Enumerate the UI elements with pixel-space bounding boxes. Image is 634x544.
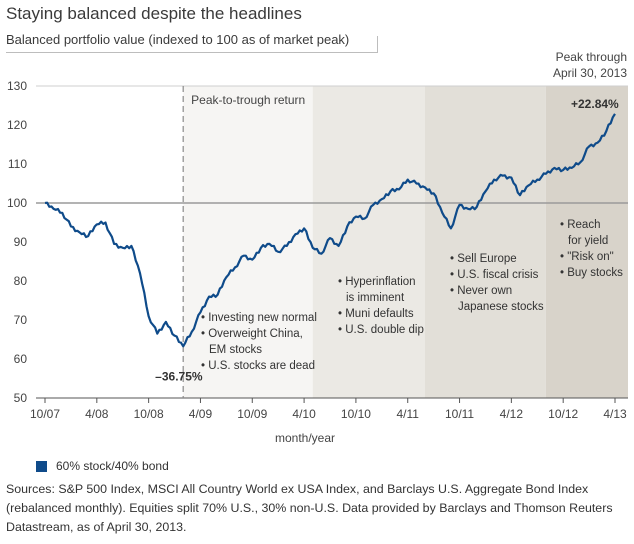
x-tick-label: 10/10 [341, 407, 371, 421]
axes: 50 60 70 80 90 100 110 120 130 10/07 4/08 10/08 4/09… [7, 79, 628, 445]
band-note-line: • Never own [450, 285, 512, 297]
subtitle-rule [6, 52, 378, 53]
subtitle-rule-end [377, 36, 378, 52]
trough-return-label: –36.75% [155, 369, 203, 383]
band-note-line: for yield [568, 235, 608, 247]
band-note-line: • U.S. stocks are dead [201, 360, 315, 372]
band-note-line: • Reach [560, 219, 600, 231]
y-tick-label: 70 [14, 313, 28, 327]
x-tick-label: 10/11 [445, 407, 474, 421]
legend-swatch [36, 460, 47, 472]
band-note-line: • Investing new normal [201, 312, 317, 324]
band-note-line: • U.S. double dip [338, 324, 424, 336]
band-note-line: • Buy stocks [560, 267, 623, 279]
chart-subtitle: Balanced portfolio value (indexed to 100… [6, 32, 350, 47]
band-note-line: Japanese stocks [458, 301, 544, 313]
annotation-layer: –36.75% +22.84% Peak through April 30, 2013 [155, 50, 627, 383]
y-tick-label: 60 [14, 352, 28, 366]
corner-label-line2: April 30, 2013 [553, 66, 627, 80]
period-band-2 [312, 86, 425, 398]
period-bands [183, 86, 628, 398]
band-note-line: • Muni defaults [338, 308, 414, 320]
x-tick-label: 10/09 [237, 407, 267, 421]
x-tick-label: 10/08 [134, 407, 164, 421]
trough-marker-label: Peak-to-trough return [191, 93, 305, 107]
period-band-4 [545, 86, 628, 398]
x-tick-label: 4/12 [500, 407, 524, 421]
end-return-label: +22.84% [571, 97, 619, 111]
y-tick-label: 90 [14, 235, 28, 249]
corner-label-line1: Peak through [556, 50, 627, 64]
band-note-line: EM stocks [209, 344, 262, 356]
series-layer [44, 113, 616, 348]
band-note-line: • "Risk on" [560, 251, 614, 263]
x-tick-label: 4/11 [396, 407, 419, 421]
x-tick-label: 10/12 [548, 407, 578, 421]
sources-note: Sources: S&P 500 Index, MSCI All Country… [6, 482, 613, 534]
x-tick-label: 4/09 [189, 407, 213, 421]
x-tick-label: 4/13 [603, 407, 627, 421]
legend: 60% stock/40% bond [36, 459, 169, 473]
y-tick-label: 110 [8, 157, 27, 171]
band-note-line: • U.S. fiscal crisis [450, 269, 539, 281]
period-band-3 [425, 86, 546, 398]
y-tick-label: 100 [7, 196, 27, 210]
x-tick-label: 10/07 [30, 407, 60, 421]
y-tick-label: 120 [7, 118, 27, 132]
band-notes: • Investing new normal • Overweight China… [201, 219, 623, 372]
chart-title: Staying balanced despite the headlines [6, 4, 302, 23]
band-note-line: • Overweight China, [201, 328, 303, 340]
x-tick-label: 4/08 [85, 407, 109, 421]
band-note-line: • Hyperinflation [338, 276, 416, 288]
legend-label: 60% stock/40% bond [56, 459, 169, 473]
band-note-line: is imminent [346, 292, 405, 304]
x-axis-title: month/year [275, 431, 335, 445]
x-tick-label: 4/10 [292, 407, 316, 421]
y-tick-label: 130 [7, 79, 27, 93]
band-note-line: • Sell Europe [450, 253, 517, 265]
y-tick-label: 80 [14, 274, 28, 288]
series-line-60-40 [44, 113, 616, 348]
line-chart: 50 60 70 80 90 100 110 120 130 10/07 4/08 10/08 4/09… [7, 50, 628, 445]
y-tick-label: 50 [14, 391, 28, 405]
